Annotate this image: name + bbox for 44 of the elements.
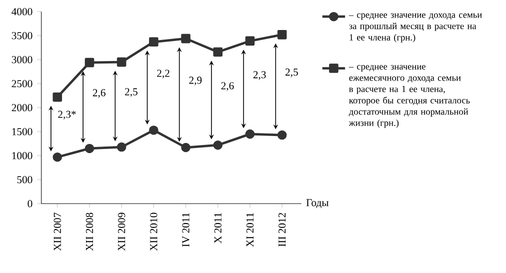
x-tick-label: X 2011 (214, 213, 222, 244)
point (52, 152, 62, 162)
point (52, 92, 62, 102)
point (277, 30, 287, 40)
point (245, 129, 255, 139)
y-tick-label: 500 (17, 176, 32, 184)
x-tick-label: XII 2008 (86, 212, 94, 251)
y-tick-label: 3500 (12, 32, 32, 40)
annotation: 2,5 (286, 68, 298, 78)
point (84, 58, 94, 68)
y-tick-label: 2000 (12, 104, 32, 112)
x-tick-label: IV 2011 (182, 213, 190, 247)
point (181, 34, 190, 44)
x-tick-label: XI 2011 (246, 213, 254, 247)
y-tick-label: 1500 (12, 128, 32, 136)
annotation: 2,5 (125, 88, 138, 97)
y-tick-label: 2500 (12, 80, 32, 88)
x-tick-label: III 2012 (278, 212, 286, 247)
x-tick-label: XII 2009 (118, 212, 126, 251)
x-axis-title: Годы (306, 199, 329, 208)
point (116, 142, 126, 152)
y-tick-label: 1000 (12, 152, 32, 160)
point (84, 144, 94, 154)
legend-label: – среднее значение дохода семьи за прошлый месяц в расчете на 1 ее члена (грн.) (348, 13, 482, 42)
annotation: 2,3 (253, 71, 266, 80)
point (149, 126, 158, 135)
annotation: 2,3* (58, 110, 76, 120)
point (116, 57, 126, 67)
x-tick-label: XII 2007 (54, 212, 61, 251)
point (277, 130, 287, 140)
annotation: 2,6 (221, 82, 234, 91)
point (213, 47, 223, 57)
point (149, 37, 158, 47)
x-tick-label: XII 2010 (150, 212, 158, 251)
annotation: 2,2 (157, 70, 170, 78)
point (245, 36, 255, 46)
y-tick-label: 0 (28, 200, 32, 208)
point (181, 142, 190, 152)
annotation: 2,6 (92, 89, 106, 98)
annotation: 2,9 (189, 76, 202, 86)
legend-label: – среднее значение ежемесячного дохода семьи в расчете на 1 ее члена, которое бы сегодня считалось достаточным для нормальной жизни (грн.) (348, 65, 470, 128)
y-tick-label: 3000 (12, 56, 32, 64)
point (213, 140, 223, 150)
y-tick-label: 4000 (12, 8, 32, 16)
